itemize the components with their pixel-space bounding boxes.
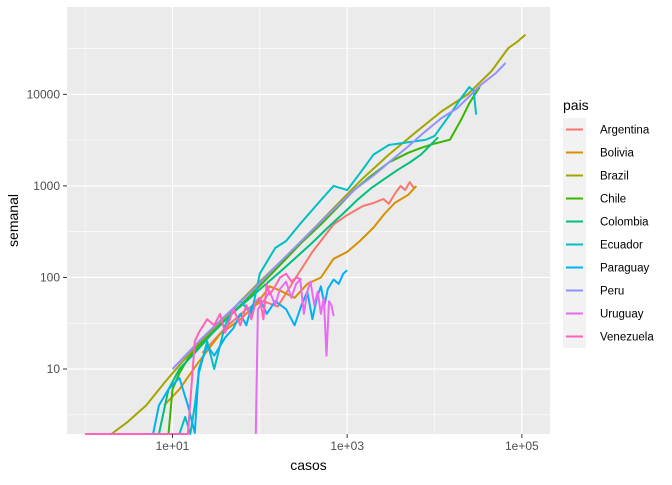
- series-line-bolivia: [163, 185, 418, 407]
- series-line-paraguay: [152, 269, 348, 435]
- legend-title: pais: [563, 97, 589, 113]
- legend-label-brazil: Brazil: [600, 171, 629, 183]
- legend-label-paraguay: Paraguay: [600, 263, 649, 275]
- legend-items: Argentina Bolivia Brazil Chile Colombia Ecuad…: [563, 118, 654, 348]
- series-line-uruguay: [254, 278, 335, 435]
- series-line-colombia: [157, 136, 439, 435]
- series-line-chile: [167, 86, 481, 435]
- series-line-venezuela: [85, 272, 302, 435]
- y-tick-label: 1000: [33, 179, 60, 193]
- legend-label-ecuador: Ecuador: [600, 240, 643, 252]
- legend-label-argentina: Argentina: [600, 125, 650, 137]
- y-tick-label: 10000: [27, 87, 61, 101]
- y-tick-label: 100: [40, 270, 60, 284]
- y-tick-label: 10: [47, 362, 61, 376]
- series-line-peru: [171, 62, 507, 370]
- series-layer: [85, 33, 527, 435]
- y-axis-label: semanal: [5, 194, 21, 247]
- legend-label-bolivia: Bolivia: [600, 148, 634, 160]
- legend-label-chile: Chile: [600, 194, 626, 206]
- legend-label-peru: Peru: [600, 286, 624, 298]
- legend-label-venezuela: Venezuela: [600, 332, 654, 344]
- x-axis-label: casos: [290, 457, 327, 473]
- legend-label-colombia: Colombia: [600, 217, 649, 229]
- legend: pais Argentina Bolivia Brazil Chile Colombia…: [563, 97, 654, 348]
- x-tick-label: 1e+05: [505, 439, 539, 453]
- x-tick-label: 1e+03: [330, 439, 364, 453]
- legend-label-uruguay: Uruguay: [600, 309, 644, 321]
- plot-panel: [67, 7, 550, 434]
- grid-layer: [67, 7, 550, 434]
- axis-layer: 1e+01 1e+03 1e+05 10 100 1000 10000: [27, 87, 539, 453]
- x-tick-label: 1e+01: [156, 439, 190, 453]
